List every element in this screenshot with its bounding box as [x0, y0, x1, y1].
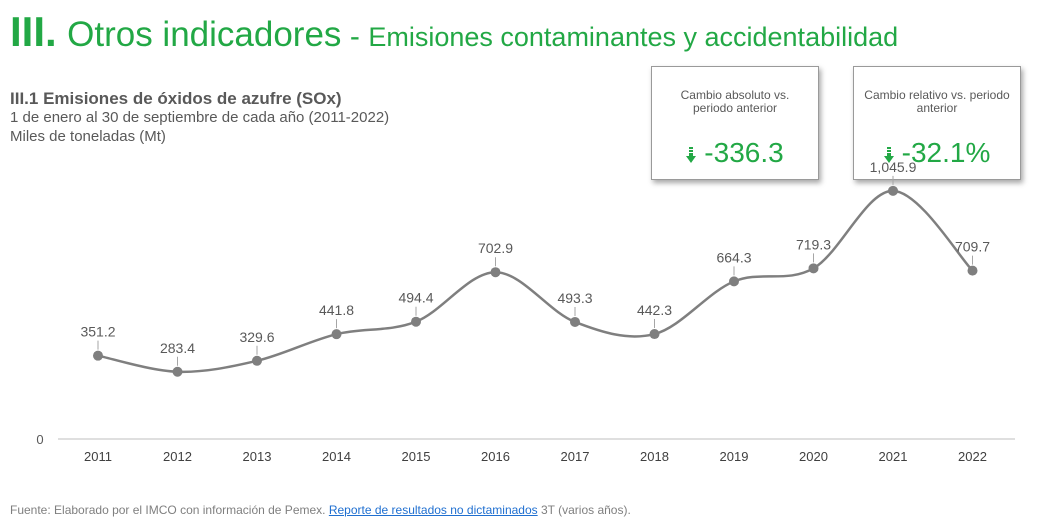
page-header: III. Otros indicadores - Emisiones conta… [10, 8, 898, 56]
x-tick-label: 2016 [481, 449, 510, 464]
data-label: 1,045.9 [870, 159, 917, 175]
x-tick-label: 2012 [163, 449, 192, 464]
chart-period: 1 de enero al 30 de septiembre de cada a… [10, 109, 390, 126]
x-tick-label: 2015 [402, 449, 431, 464]
x-tick-label: 2017 [561, 449, 590, 464]
data-point [570, 316, 580, 327]
title-separator: - [349, 20, 360, 53]
section-number: III. [10, 8, 57, 55]
data-label: 664.3 [716, 249, 751, 265]
chart-title-block: III.1 Emisiones de óxidos de azufre (SOx… [10, 89, 389, 146]
data-point [649, 329, 660, 340]
y-tick-label: 0 [36, 432, 43, 447]
section-subtitle: Emisiones contaminantes y accidentabilid… [368, 22, 899, 52]
source-note: Fuente: Elaborado por el IMCO con inform… [10, 503, 631, 517]
x-tick-label: 2013 [243, 449, 272, 464]
data-label: 709.7 [955, 239, 990, 255]
x-tick-label: 2018 [640, 449, 669, 464]
section-title: Otros indicadores [67, 15, 342, 54]
kpi-value-row: -336.3 [652, 137, 818, 169]
chart-title: III.1 Emisiones de óxidos de azufre (SOx… [10, 89, 342, 108]
data-point [808, 263, 819, 274]
arrow-down-icon [883, 146, 894, 163]
data-label: 493.3 [557, 290, 592, 306]
kpi-card-relative-change: Cambio relativo vs. periodo anterior -32… [853, 66, 1021, 180]
series-line [97, 189, 974, 374]
data-label: 442.3 [637, 302, 672, 318]
kpi-label: Cambio relativo vs. periodo anterior [864, 88, 1010, 115]
arrow-down-icon [686, 146, 697, 163]
x-tick-label: 2021 [879, 449, 908, 464]
x-tick-label: 2020 [799, 449, 828, 464]
data-point [967, 265, 978, 276]
kpi-label: Cambio absoluto vs. periodo anterior [680, 88, 790, 115]
data-label: 494.4 [398, 290, 433, 306]
data-point [888, 185, 898, 196]
x-tick-label: 2014 [322, 449, 351, 464]
source-suffix: 3T (varios años). [540, 503, 631, 517]
data-label: 719.3 [796, 236, 831, 252]
data-label: 441.8 [319, 302, 354, 318]
data-point [729, 276, 739, 287]
source-link[interactable]: Reporte de resultados no dictaminados [328, 503, 538, 517]
data-label: 702.9 [478, 240, 513, 256]
data-point [490, 267, 501, 278]
x-tick-label: 2022 [958, 449, 987, 464]
data-point [252, 355, 262, 366]
data-point [411, 316, 421, 327]
source-prefix: Fuente: Elaborado por el IMCO con inform… [10, 503, 326, 517]
kpi-card-absolute-change: Cambio absoluto vs. periodo anterior -33… [651, 66, 819, 180]
x-tick-label: 2019 [720, 449, 749, 464]
data-point [93, 350, 103, 361]
data-point [172, 366, 183, 377]
kpi-value: -336.3 [704, 137, 784, 168]
data-label: 351.2 [80, 324, 115, 340]
kpi-value-row: -32.1% [854, 137, 1020, 169]
data-label: 329.6 [239, 329, 274, 345]
chart-units: Miles de toneladas (Mt) [10, 128, 166, 145]
kpi-value: -32.1% [901, 137, 991, 168]
data-label: 283.4 [160, 340, 195, 356]
x-tick-label: 2011 [84, 449, 112, 464]
data-point [331, 329, 342, 340]
